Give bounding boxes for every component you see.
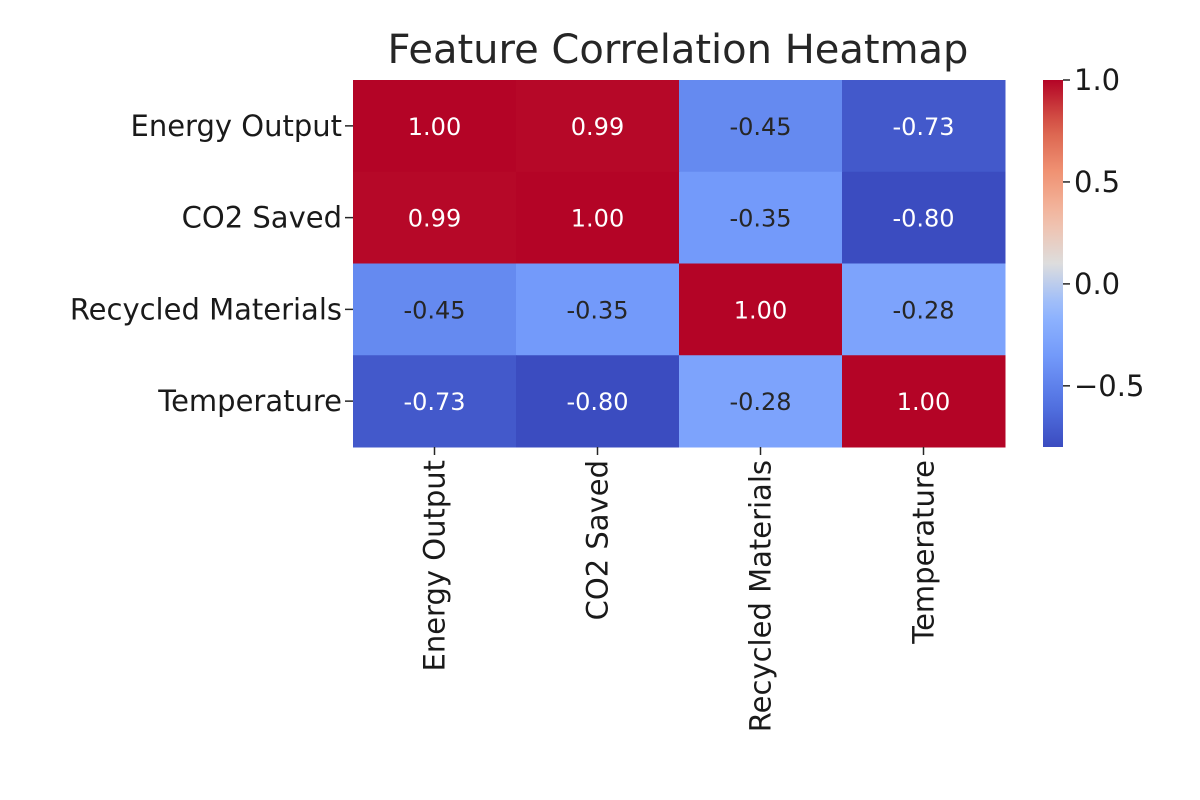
cell-value-label: -0.45 [729,113,791,141]
cell-value-label: -0.73 [403,388,465,416]
y-tick-label: CO2 Saved [182,201,342,235]
colorbar: 1.0 0.5 0.0 −0.5 [1043,63,1144,447]
heatmap-cell [842,355,1006,448]
cell-value-label: -0.28 [892,296,954,324]
x-tick-label: Energy Output [418,460,452,671]
heatmap-cell [516,80,680,173]
heatmap-cell [842,171,1006,264]
chart-title: Feature Correlation Heatmap [388,27,969,73]
x-axis: Energy Output CO2 Saved Recycled Materials… [418,447,941,732]
y-tick-label: Recycled Materials [70,292,342,326]
cell-value-label: -0.28 [729,388,791,416]
heatmap-cell [679,80,843,173]
heatmap-cell [679,263,843,356]
cell-value-label: -0.35 [566,296,628,324]
heatmap-cells: 1.00 0.99 -0.45 -0.73 0.99 1.00 -0.35 -0.80 -0.4… [353,80,1006,448]
cell-value-label: 1.00 [571,205,624,233]
cell-value-label: 1.00 [897,388,950,416]
cell-value-label: 1.00 [408,113,461,141]
cell-value-label: -0.73 [892,113,954,141]
heatmap-cell [679,355,843,448]
x-tick-label: CO2 Saved [581,460,615,620]
colorbar-tick-label: 0.5 [1074,165,1120,199]
cell-value-label: -0.45 [403,296,465,324]
cell-value-label: -0.35 [729,205,791,233]
heatmap-cell [516,171,680,264]
colorbar-tick-label: −0.5 [1074,369,1144,403]
heatmap-cell [353,171,517,264]
cell-value-label: -0.80 [892,205,954,233]
y-tick-label: Energy Output [131,109,342,143]
y-tick-label: Temperature [157,384,342,418]
heatmap-cell [516,263,680,356]
heatmap-cell [516,355,680,448]
cell-value-label: -0.80 [566,388,628,416]
y-axis: Energy Output CO2 Saved Recycled Materials… [70,109,353,418]
heatmap-cell [353,355,517,448]
heatmap-cell [679,171,843,264]
heatmap-cell [842,80,1006,173]
cell-value-label: 0.99 [408,205,461,233]
x-tick-label: Recycled Materials [744,460,778,732]
cell-value-label: 0.99 [571,113,624,141]
heatmap-cell [353,80,517,173]
colorbar-tick-label: 1.0 [1074,63,1120,97]
cell-value-label: 1.00 [734,296,787,324]
heatmap-cell [353,263,517,356]
x-tick-label: Temperature [907,460,941,645]
colorbar-tick-label: 0.0 [1074,267,1120,301]
colorbar-gradient [1043,80,1063,447]
heatmap-cell [842,263,1006,356]
